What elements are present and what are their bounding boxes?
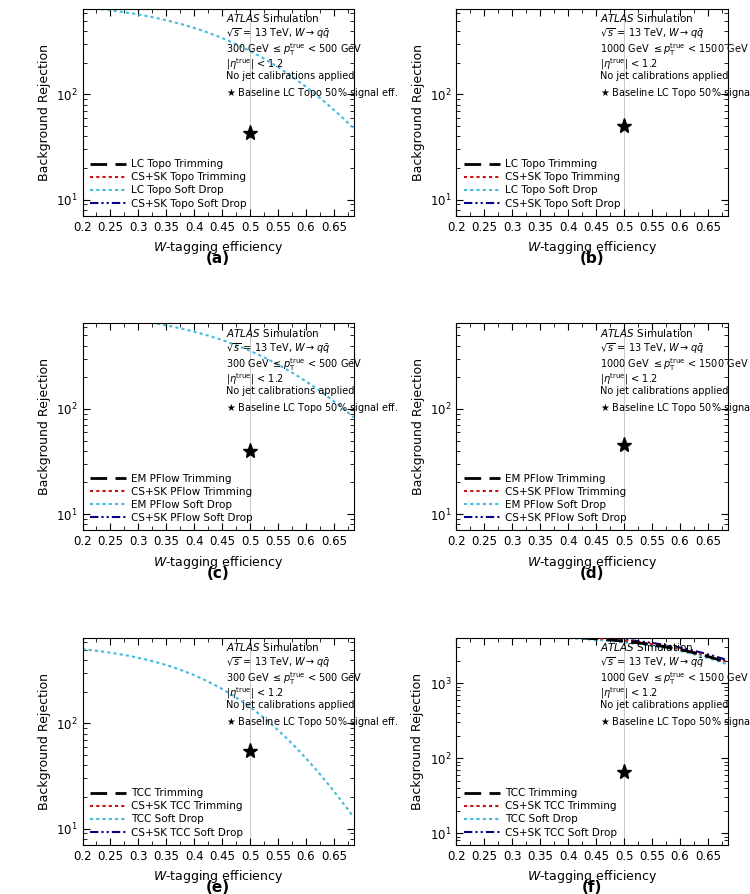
Text: $\bigstar$ Baseline LC Topo 50% signal eff.: $\bigstar$ Baseline LC Topo 50% signal e… xyxy=(600,401,750,415)
Text: No jet calibrations applied: No jet calibrations applied xyxy=(600,385,728,396)
Text: $\sqrt{s}$ = 13 TeV, $W \rightarrow q\bar{q}$: $\sqrt{s}$ = 13 TeV, $W \rightarrow q\ba… xyxy=(600,655,704,670)
Text: No jet calibrations applied: No jet calibrations applied xyxy=(600,700,728,710)
Text: $\sqrt{s}$ = 13 TeV, $W \rightarrow q\bar{q}$: $\sqrt{s}$ = 13 TeV, $W \rightarrow q\ba… xyxy=(226,27,330,41)
Text: (a): (a) xyxy=(206,251,230,266)
Text: No jet calibrations applied: No jet calibrations applied xyxy=(600,72,728,81)
Y-axis label: Background Rejection: Background Rejection xyxy=(38,44,50,181)
Text: $\bigstar$ Baseline LC Topo 50% signal eff.: $\bigstar$ Baseline LC Topo 50% signal e… xyxy=(226,715,398,730)
Text: No jet calibrations applied: No jet calibrations applied xyxy=(226,72,355,81)
X-axis label: $W$-tagging efficiency: $W$-tagging efficiency xyxy=(153,868,284,885)
Text: $|\eta^{\rm true}|$ < 1.2: $|\eta^{\rm true}|$ < 1.2 xyxy=(600,371,658,386)
Y-axis label: Background Rejection: Background Rejection xyxy=(38,358,50,495)
Text: $|\eta^{\rm true}|$ < 1.2: $|\eta^{\rm true}|$ < 1.2 xyxy=(226,371,284,386)
Text: $\mathbf{\mathit{ATLAS}}$ Simulation: $\mathbf{\mathit{ATLAS}}$ Simulation xyxy=(600,641,693,653)
Text: $\sqrt{s}$ = 13 TeV, $W \rightarrow q\bar{q}$: $\sqrt{s}$ = 13 TeV, $W \rightarrow q\ba… xyxy=(600,341,704,356)
Legend: TCC Trimming, CS+SK TCC Trimming, TCC Soft Drop, CS+SK TCC Soft Drop: TCC Trimming, CS+SK TCC Trimming, TCC So… xyxy=(88,786,245,839)
Text: $\mathbf{\mathit{ATLAS}}$ Simulation: $\mathbf{\mathit{ATLAS}}$ Simulation xyxy=(600,12,693,24)
Text: (d): (d) xyxy=(580,566,604,580)
Text: $\sqrt{s}$ = 13 TeV, $W \rightarrow q\bar{q}$: $\sqrt{s}$ = 13 TeV, $W \rightarrow q\ba… xyxy=(226,341,330,356)
Legend: TCC Trimming, CS+SK TCC Trimming, TCC Soft Drop, CS+SK TCC Soft Drop: TCC Trimming, CS+SK TCC Trimming, TCC So… xyxy=(462,786,620,839)
Text: 300 GeV $\leq p_{\rm T}^{\rm true}$ < 500 GeV: 300 GeV $\leq p_{\rm T}^{\rm true}$ < 50… xyxy=(226,41,362,58)
Text: $|\eta^{\rm true}|$ < 1.2: $|\eta^{\rm true}|$ < 1.2 xyxy=(226,686,284,701)
X-axis label: $W$-tagging efficiency: $W$-tagging efficiency xyxy=(526,240,657,257)
Text: $\sqrt{s}$ = 13 TeV, $W \rightarrow q\bar{q}$: $\sqrt{s}$ = 13 TeV, $W \rightarrow q\ba… xyxy=(226,655,330,670)
Text: $\bigstar$ Baseline LC Topo 50% signal eff.: $\bigstar$ Baseline LC Topo 50% signal e… xyxy=(226,401,398,415)
Text: (c): (c) xyxy=(207,566,230,580)
Text: $\bigstar$ Baseline LC Topo 50% signal eff.: $\bigstar$ Baseline LC Topo 50% signal e… xyxy=(600,86,750,100)
Legend: LC Topo Trimming, CS+SK Topo Trimming, LC Topo Soft Drop, CS+SK Topo Soft Drop: LC Topo Trimming, CS+SK Topo Trimming, L… xyxy=(88,157,249,211)
Text: (b): (b) xyxy=(580,251,604,266)
Legend: EM PFlow Trimming, CS+SK PFlow Trimming, EM PFlow Soft Drop, CS+SK PFlow Soft Dr: EM PFlow Trimming, CS+SK PFlow Trimming,… xyxy=(462,472,629,525)
Text: 300 GeV $\leq p_{\rm T}^{\rm true}$ < 500 GeV: 300 GeV $\leq p_{\rm T}^{\rm true}$ < 50… xyxy=(226,670,362,687)
Text: No jet calibrations applied: No jet calibrations applied xyxy=(226,385,355,396)
Y-axis label: Background Rejection: Background Rejection xyxy=(412,44,424,181)
X-axis label: $W$-tagging efficiency: $W$-tagging efficiency xyxy=(153,553,284,570)
Text: 1000 GeV $\leq p_{\rm T}^{\rm true}$ < 1500 GeV: 1000 GeV $\leq p_{\rm T}^{\rm true}$ < 1… xyxy=(600,356,748,373)
Text: 300 GeV $\leq p_{\rm T}^{\rm true}$ < 500 GeV: 300 GeV $\leq p_{\rm T}^{\rm true}$ < 50… xyxy=(226,356,362,373)
Text: 1000 GeV $\leq p_{\rm T}^{\rm true}$ < 1500 GeV: 1000 GeV $\leq p_{\rm T}^{\rm true}$ < 1… xyxy=(600,41,748,58)
Text: $\mathbf{\mathit{ATLAS}}$ Simulation: $\mathbf{\mathit{ATLAS}}$ Simulation xyxy=(226,641,320,653)
Text: $|\eta^{\rm true}|$ < 1.2: $|\eta^{\rm true}|$ < 1.2 xyxy=(600,686,658,701)
Y-axis label: Background Rejection: Background Rejection xyxy=(412,673,424,810)
Text: 1000 GeV $\leq p_{\rm T}^{\rm true}$ < 1500 GeV: 1000 GeV $\leq p_{\rm T}^{\rm true}$ < 1… xyxy=(600,670,748,687)
X-axis label: $W$-tagging efficiency: $W$-tagging efficiency xyxy=(526,868,657,885)
Text: $\mathbf{\mathit{ATLAS}}$ Simulation: $\mathbf{\mathit{ATLAS}}$ Simulation xyxy=(600,326,693,339)
Text: $\bigstar$ Baseline LC Topo 50% signal eff.: $\bigstar$ Baseline LC Topo 50% signal e… xyxy=(600,715,750,730)
X-axis label: $W$-tagging efficiency: $W$-tagging efficiency xyxy=(526,553,657,570)
Legend: EM PFlow Trimming, CS+SK PFlow Trimming, EM PFlow Soft Drop, CS+SK PFlow Soft Dr: EM PFlow Trimming, CS+SK PFlow Trimming,… xyxy=(88,472,255,525)
Legend: LC Topo Trimming, CS+SK Topo Trimming, LC Topo Soft Drop, CS+SK Topo Soft Drop: LC Topo Trimming, CS+SK Topo Trimming, L… xyxy=(462,157,623,211)
Text: $\sqrt{s}$ = 13 TeV, $W \rightarrow q\bar{q}$: $\sqrt{s}$ = 13 TeV, $W \rightarrow q\ba… xyxy=(600,27,704,41)
Text: $|\eta^{\rm true}|$ < 1.2: $|\eta^{\rm true}|$ < 1.2 xyxy=(226,56,284,72)
X-axis label: $W$-tagging efficiency: $W$-tagging efficiency xyxy=(153,240,284,257)
Text: $\bigstar$ Baseline LC Topo 50% signal eff.: $\bigstar$ Baseline LC Topo 50% signal e… xyxy=(226,86,398,100)
Text: $\mathbf{\mathit{ATLAS}}$ Simulation: $\mathbf{\mathit{ATLAS}}$ Simulation xyxy=(226,12,320,24)
Y-axis label: Background Rejection: Background Rejection xyxy=(412,358,424,495)
Text: No jet calibrations applied: No jet calibrations applied xyxy=(226,700,355,710)
Text: (f): (f) xyxy=(582,880,602,894)
Text: (e): (e) xyxy=(206,880,230,894)
Text: $\mathbf{\mathit{ATLAS}}$ Simulation: $\mathbf{\mathit{ATLAS}}$ Simulation xyxy=(226,326,320,339)
Y-axis label: Background Rejection: Background Rejection xyxy=(38,673,50,810)
Text: $|\eta^{\rm true}|$ < 1.2: $|\eta^{\rm true}|$ < 1.2 xyxy=(600,56,658,72)
